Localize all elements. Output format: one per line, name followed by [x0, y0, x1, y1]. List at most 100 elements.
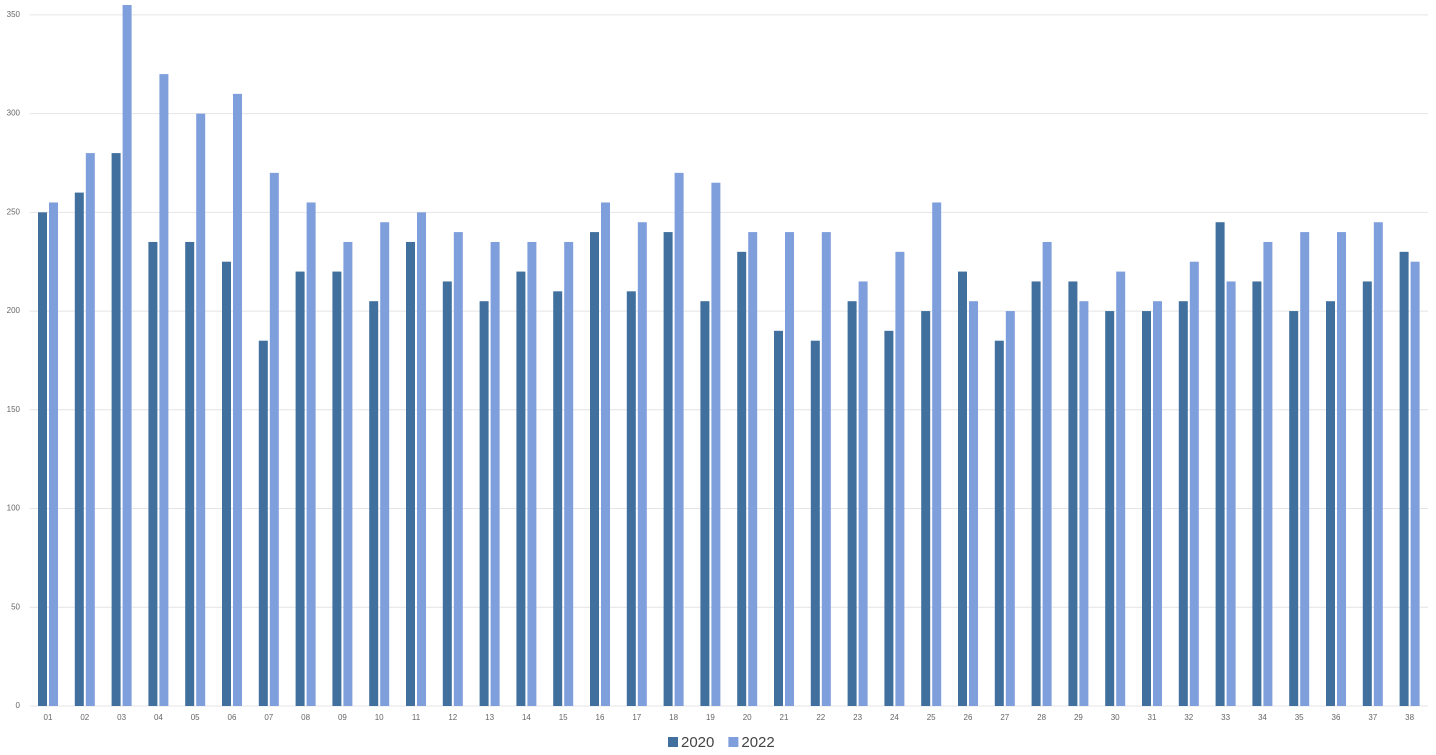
bar	[958, 271, 967, 706]
x-tick-label: 30	[1111, 713, 1120, 722]
x-tick-label: 17	[632, 713, 641, 722]
bar	[233, 93, 242, 707]
bar	[269, 172, 279, 706]
bar	[637, 222, 647, 706]
bar	[700, 301, 710, 706]
bar	[196, 113, 206, 706]
bar	[148, 241, 158, 706]
bar	[895, 251, 905, 706]
bar	[674, 172, 684, 706]
bar	[932, 202, 942, 706]
bar	[1068, 281, 1078, 706]
bar	[821, 232, 831, 706]
x-tick-label: 31	[1148, 713, 1157, 722]
bar	[1031, 281, 1041, 706]
x-tick-label: 25	[927, 713, 936, 722]
x-tick-label: 21	[780, 713, 789, 722]
bar	[1142, 311, 1151, 706]
bar	[527, 241, 537, 706]
bar	[222, 261, 231, 706]
x-tick-label: 20	[743, 713, 752, 722]
x-tick-label: 05	[191, 713, 200, 722]
bar	[921, 311, 931, 706]
bar	[1337, 232, 1346, 706]
x-tick-label: 13	[485, 713, 494, 722]
legend-swatch	[668, 737, 678, 747]
bar	[332, 271, 342, 706]
legend-swatch	[728, 737, 739, 747]
x-tick-label: 07	[264, 713, 273, 722]
bar	[1116, 271, 1126, 706]
x-tick-label: 04	[154, 713, 163, 722]
bar	[1362, 281, 1372, 706]
bar	[1289, 311, 1299, 706]
x-tick-label: 27	[1000, 713, 1009, 722]
bar	[553, 291, 563, 706]
x-tick-label: 11	[412, 713, 421, 722]
x-tick-label: 12	[448, 713, 457, 722]
bar	[994, 340, 1004, 706]
y-tick-label: 350	[7, 10, 21, 19]
bar	[1399, 251, 1409, 706]
bar	[774, 330, 783, 706]
bar	[1153, 301, 1162, 706]
bar	[38, 212, 47, 707]
x-tick-label: 03	[117, 713, 126, 722]
bar	[122, 5, 132, 706]
bar	[626, 291, 636, 706]
x-tick-label: 09	[338, 713, 347, 722]
bar	[737, 251, 747, 706]
x-tick-label: 16	[596, 713, 605, 722]
bar	[1226, 281, 1236, 706]
bar	[969, 301, 978, 706]
bar	[453, 232, 463, 706]
bar	[810, 340, 820, 706]
bar	[601, 202, 610, 706]
x-tick-label: 02	[80, 713, 89, 722]
y-tick-label: 0	[16, 701, 21, 710]
bar	[1373, 222, 1383, 706]
bar	[785, 232, 794, 706]
y-tick-label: 200	[7, 306, 21, 315]
bar	[1410, 261, 1420, 706]
legend-label: 2022	[741, 734, 774, 751]
x-tick-label: 33	[1221, 713, 1230, 722]
bar	[369, 301, 379, 706]
y-tick-label: 150	[7, 405, 21, 414]
x-tick-label: 35	[1295, 713, 1304, 722]
x-tick-label: 38	[1405, 713, 1414, 722]
x-tick-label: 19	[706, 713, 715, 722]
bar	[343, 241, 353, 706]
bar	[1042, 241, 1052, 706]
bar	[295, 271, 305, 706]
bar	[49, 202, 58, 706]
bar	[490, 241, 500, 706]
x-tick-label: 37	[1368, 713, 1377, 722]
bar	[847, 301, 857, 706]
bar	[711, 182, 721, 706]
bar	[748, 232, 758, 706]
bar	[185, 241, 195, 706]
bar	[663, 232, 673, 706]
bar	[306, 202, 316, 706]
bar	[1300, 232, 1310, 706]
bar	[884, 330, 894, 706]
x-tick-label: 10	[375, 713, 384, 722]
x-tick-label: 32	[1184, 713, 1193, 722]
bar	[1079, 301, 1089, 706]
y-tick-label: 50	[11, 602, 20, 611]
bar	[111, 153, 121, 707]
legend-label: 2020	[681, 734, 714, 751]
bar	[590, 232, 599, 706]
bar	[479, 301, 489, 706]
bar	[1326, 301, 1335, 706]
bar	[380, 222, 390, 706]
x-tick-label: 01	[44, 713, 53, 722]
x-tick-label: 28	[1037, 713, 1046, 722]
bar	[74, 192, 84, 706]
x-tick-label: 08	[301, 713, 310, 722]
y-tick-label: 100	[7, 504, 21, 513]
bar	[564, 241, 574, 706]
bar	[1189, 261, 1199, 706]
x-tick-label: 29	[1074, 713, 1083, 722]
